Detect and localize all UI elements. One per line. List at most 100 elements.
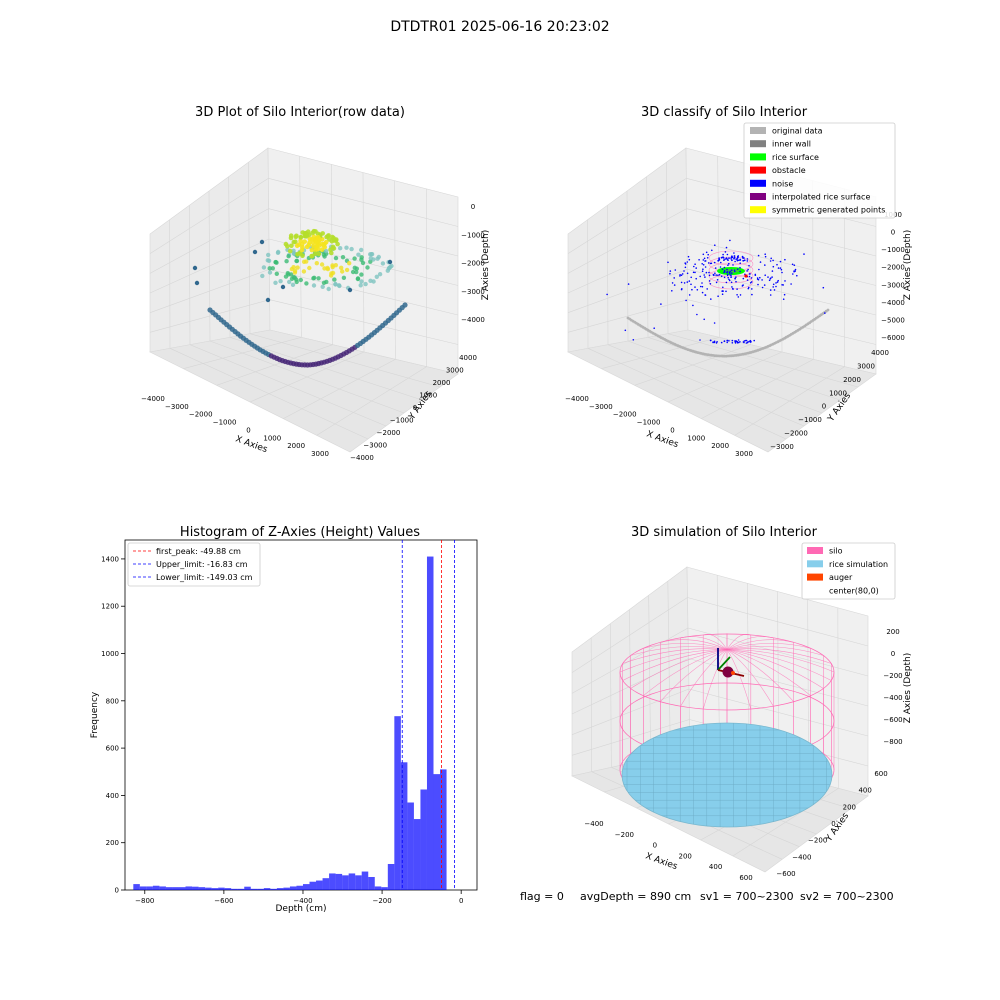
classify-z-axis-label: Z Axies (Depth) (903, 230, 913, 301)
classify-legend-swatch (750, 127, 766, 134)
raw-data-point (298, 251, 303, 256)
classify-scatter-points (606, 239, 830, 358)
noise-point (722, 253, 724, 256)
noise-point (709, 339, 712, 342)
noise-point (769, 294, 772, 296)
classify-grid (567, 156, 877, 440)
classify-tick-labels: −4000−3000−2000−10000100020003000−3000−2… (565, 211, 905, 458)
noise-point (660, 303, 662, 305)
panel-classify: 3D classify of Silo Interior −4000−3000−… (565, 105, 913, 458)
raw-x-tick-label: 0 (246, 426, 250, 434)
raw-data-point (340, 255, 346, 260)
noise-point (737, 339, 740, 341)
noise-point (733, 255, 736, 257)
noise-point (712, 274, 715, 276)
simulation-z-tick-label: 200 (886, 628, 899, 636)
raw-data-point (339, 265, 344, 270)
histogram-bar (316, 880, 323, 890)
raw-data-point (311, 276, 316, 281)
raw-data-point (359, 255, 364, 260)
noise-point (725, 246, 728, 249)
classify-x-tick-label: 0 (670, 426, 674, 434)
histogram-bar (368, 876, 375, 890)
noise-point (747, 268, 749, 271)
noise-point (710, 298, 712, 300)
histogram-bar (250, 888, 258, 890)
noise-point (704, 276, 706, 278)
raw-data-point (299, 241, 305, 247)
noise-point (730, 269, 733, 272)
raw-data-point (349, 246, 354, 252)
noise-point (728, 340, 730, 342)
histogram-bar (159, 886, 166, 890)
histogram-bar (387, 863, 395, 890)
histogram-bar (289, 886, 297, 890)
noise-point (783, 293, 786, 296)
classify-legend-label: symmetric generated points (772, 206, 885, 215)
noise-point (722, 286, 724, 289)
axis-y-arrow (717, 656, 731, 671)
histogram-bar (440, 769, 447, 890)
raw-data-point (311, 228, 317, 234)
histogram-bar (224, 888, 232, 890)
noise-point (750, 281, 753, 283)
noise-point (737, 296, 740, 298)
noise-point (775, 282, 777, 284)
noise-point (757, 254, 760, 257)
histogram-bar (309, 881, 317, 890)
histogram-bar (283, 887, 290, 890)
noise-point (727, 276, 729, 279)
raw-data-point (334, 237, 339, 242)
simulation-legend-label: auger (829, 573, 853, 582)
noise-point (756, 277, 759, 279)
raw-data-point (310, 240, 316, 245)
noise-point (739, 258, 742, 261)
noise-point (731, 342, 734, 344)
raw-data-point (287, 279, 292, 285)
noise-point (750, 340, 752, 343)
footer-status: flag = 0 avgDepth = 890 cm sv1 = 700~230… (520, 890, 894, 903)
noise-point (746, 279, 749, 281)
noise-point (722, 290, 724, 292)
noise-point (751, 288, 753, 290)
noise-point (723, 340, 726, 342)
noise-point (726, 341, 728, 344)
noise-point (673, 277, 675, 279)
simulation-panel-title: 3D simulation of Silo Interior (631, 525, 818, 540)
noise-point (764, 264, 766, 266)
raw-data-point (293, 234, 299, 240)
noise-point (731, 259, 733, 262)
noise-point (761, 279, 763, 281)
noise-point (753, 339, 755, 342)
raw-x-tick-label: −2000 (189, 411, 213, 419)
raw-data-point (267, 270, 273, 275)
classify-y-tick-label: 2000 (843, 376, 861, 384)
panel-histogram: Histogram of Z-Axies (Height) Values −80… (90, 525, 478, 914)
raw-data-point (307, 240, 312, 246)
noise-point (763, 284, 766, 286)
noise-point (709, 283, 712, 285)
noise-point (733, 252, 735, 254)
histogram-bar (178, 887, 186, 890)
histogram-bar (231, 888, 238, 890)
raw-data-point (368, 259, 373, 264)
noise-point (714, 267, 717, 269)
noise-point (769, 289, 772, 291)
classify-y-tick-label: 4000 (871, 349, 889, 357)
simulation-x-axis-label: X Axies (644, 851, 679, 872)
noise-point (726, 339, 729, 342)
noise-point (772, 265, 775, 268)
noise-point (772, 259, 774, 262)
simulation-x-tick-label: 400 (709, 863, 722, 871)
noise-point (680, 274, 683, 277)
noise-point (792, 273, 794, 275)
histogram-bar (139, 886, 147, 890)
noise-point (739, 341, 741, 343)
noise-point (732, 287, 734, 290)
noise-point (704, 294, 706, 296)
classify-x-tick-label: 1000 (687, 434, 705, 442)
noise-point (713, 322, 716, 324)
histogram-legend-label: Lower_limit: -149.03 cm (156, 573, 253, 582)
simulation-y-tick-label: 600 (874, 770, 887, 778)
